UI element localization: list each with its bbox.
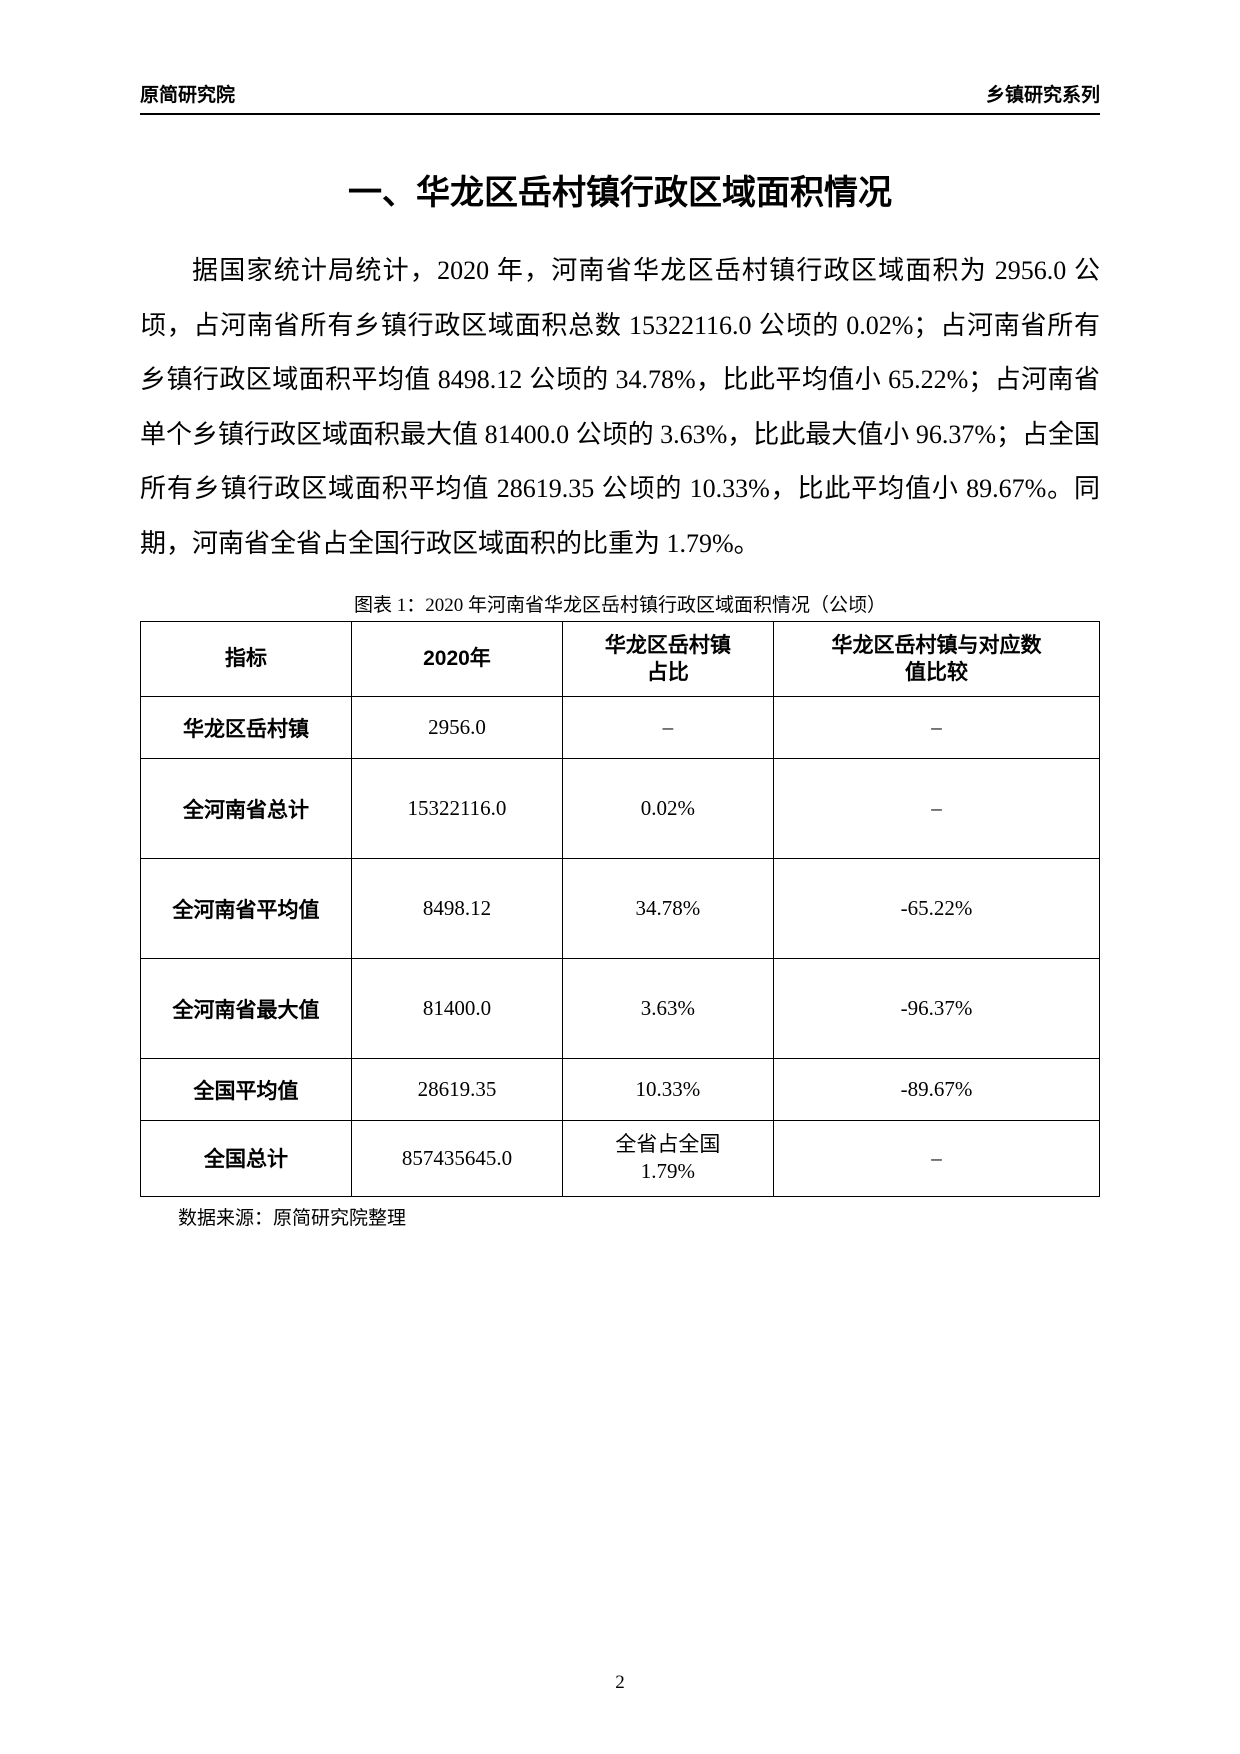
table-row: 全国平均值28619.3510.33%-89.67% [141, 1059, 1100, 1121]
cell-compare: – [773, 759, 1099, 859]
cell-ratio: 0.02% [562, 759, 773, 859]
page-header: 原简研究院 乡镇研究系列 [140, 80, 1100, 115]
row-label: 全河南省总计 [141, 759, 352, 859]
cell-year: 28619.35 [351, 1059, 562, 1121]
cell-year: 8498.12 [351, 859, 562, 959]
cell-year: 81400.0 [351, 959, 562, 1059]
row-label: 全河南省最大值 [141, 959, 352, 1059]
cell-ratio: 34.78% [562, 859, 773, 959]
cell-compare: – [773, 1121, 1099, 1197]
table-row: 全河南省总计15322116.00.02%– [141, 759, 1100, 859]
table-body: 华龙区岳村镇2956.0––全河南省总计15322116.00.02%–全河南省… [141, 697, 1100, 1197]
page-number: 2 [0, 1672, 1240, 1694]
cell-year: 15322116.0 [351, 759, 562, 859]
page-container: 原简研究院 乡镇研究系列 一、华龙区岳村镇行政区域面积情况 据国家统计局统计，2… [0, 0, 1240, 1290]
cell-compare: -65.22% [773, 859, 1099, 959]
table-row: 全国总计857435645.0全省占全国1.79%– [141, 1121, 1100, 1197]
col-header-compare: 华龙区岳村镇与对应数值比较 [773, 621, 1099, 697]
cell-year: 857435645.0 [351, 1121, 562, 1197]
row-label: 全河南省平均值 [141, 859, 352, 959]
data-source-note: 数据来源：原简研究院整理 [140, 1203, 1100, 1230]
data-table: 指标 2020年 华龙区岳村镇占比 华龙区岳村镇与对应数值比较 华龙区岳村镇29… [140, 621, 1100, 1197]
row-label: 华龙区岳村镇 [141, 697, 352, 759]
table-row: 全河南省平均值8498.1234.78%-65.22% [141, 859, 1100, 959]
cell-compare: – [773, 697, 1099, 759]
header-right: 乡镇研究系列 [986, 80, 1100, 107]
cell-ratio: – [562, 697, 773, 759]
col-header-year: 2020年 [351, 621, 562, 697]
col-header-ratio: 华龙区岳村镇占比 [562, 621, 773, 697]
table-row: 华龙区岳村镇2956.0–– [141, 697, 1100, 759]
col-header-indicator: 指标 [141, 621, 352, 697]
row-label: 全国总计 [141, 1121, 352, 1197]
table-header-row: 指标 2020年 华龙区岳村镇占比 华龙区岳村镇与对应数值比较 [141, 621, 1100, 697]
cell-compare: -96.37% [773, 959, 1099, 1059]
table-caption: 图表 1：2020 年河南省华龙区岳村镇行政区域面积情况（公顷） [140, 590, 1100, 617]
section-title: 一、华龙区岳村镇行政区域面积情况 [140, 165, 1100, 214]
header-left: 原简研究院 [140, 80, 235, 107]
table-row: 全河南省最大值81400.03.63%-96.37% [141, 959, 1100, 1059]
cell-year: 2956.0 [351, 697, 562, 759]
cell-compare: -89.67% [773, 1059, 1099, 1121]
cell-ratio: 3.63% [562, 959, 773, 1059]
row-label: 全国平均值 [141, 1059, 352, 1121]
body-paragraph: 据国家统计局统计，2020 年，河南省华龙区岳村镇行政区域面积为 2956.0 … [140, 244, 1100, 572]
cell-ratio: 10.33% [562, 1059, 773, 1121]
cell-ratio: 全省占全国1.79% [562, 1121, 773, 1197]
